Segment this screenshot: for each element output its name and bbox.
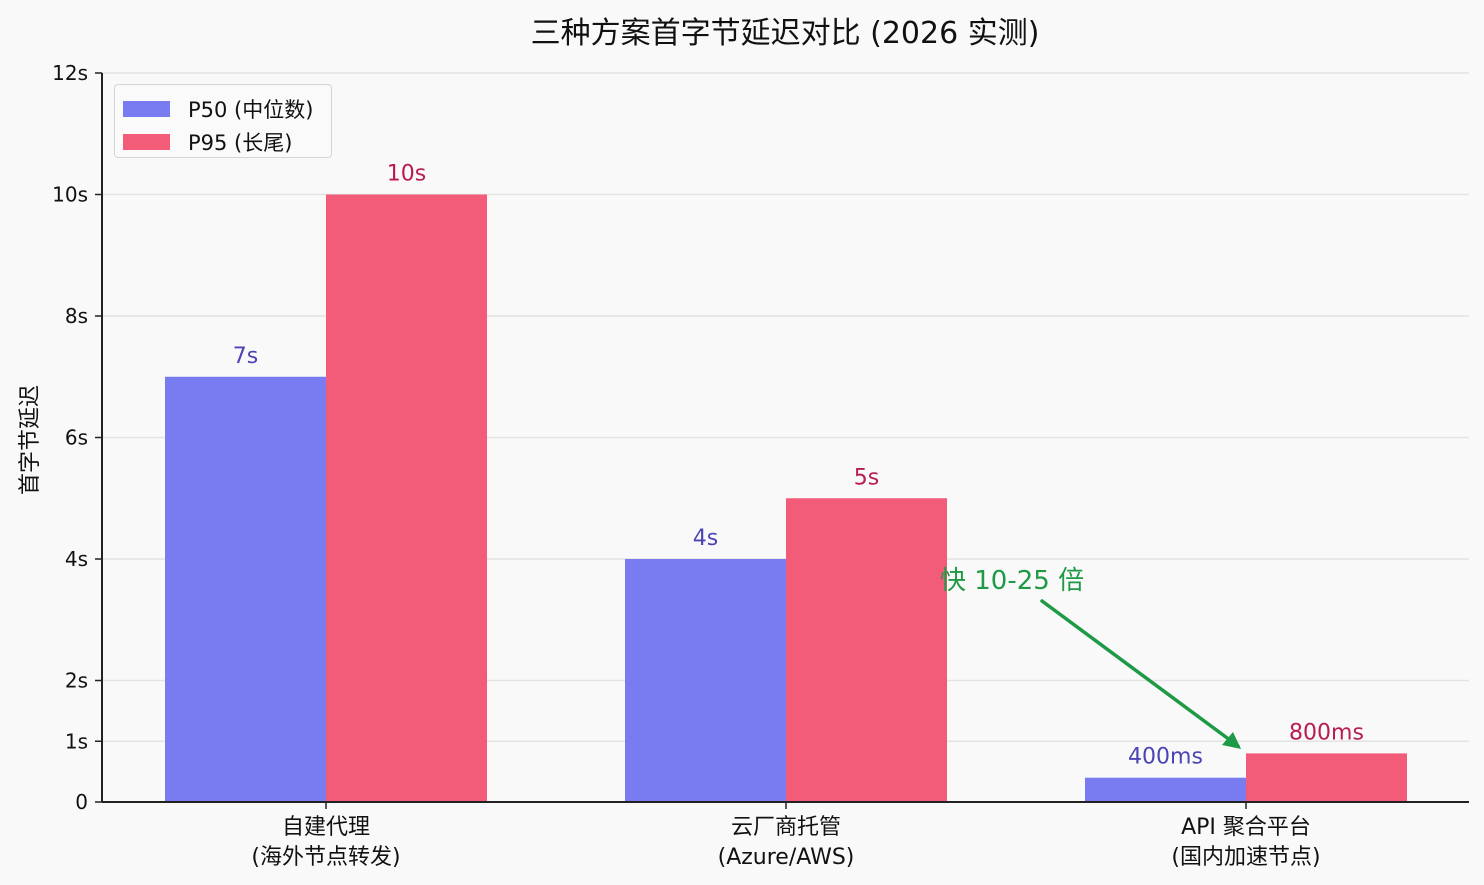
bar-value-label: 10s: [387, 162, 426, 187]
y-tick-label: 1s: [65, 729, 88, 753]
value-labels: 7s 4s 400ms 10s 5s 800ms: [233, 162, 1364, 770]
legend-label-p95: P95 (长尾): [188, 131, 293, 155]
legend-item-p95: P95 (长尾): [123, 127, 292, 157]
legend-swatch-p95: [123, 134, 170, 150]
bar-value-label: 800ms: [1289, 720, 1364, 745]
bar-value-label: 400ms: [1128, 745, 1203, 770]
y-tick-label: 12s: [52, 61, 88, 85]
x-tick-label: 自建代理: [282, 815, 370, 840]
bar-value-label: 7s: [233, 344, 258, 369]
bar: [1085, 777, 1246, 802]
axes: 0 1s 2s 4s 6s 8s 10s 12s 自建代理 (海外节点转发) 云厂商托管 (Azure…: [52, 61, 1469, 870]
bar: [625, 559, 786, 802]
y-tick-label: 10s: [52, 183, 88, 207]
legend-swatch-p50: [123, 101, 170, 117]
chart-title: 三种方案首字节延迟对比 (2026 实测): [530, 16, 1040, 51]
bar-value-label: 4s: [693, 526, 718, 551]
y-tick-label: 2s: [65, 669, 88, 693]
bar-value-label: 5s: [854, 465, 879, 490]
bar: [326, 194, 487, 802]
x-tick-label: API 聚合平台: [1181, 815, 1311, 840]
x-tick-label: 云厂商托管: [731, 815, 841, 840]
bar: [165, 376, 326, 802]
arrow-icon: [1040, 599, 1240, 748]
legend-label-p50: P50 (中位数): [188, 98, 314, 122]
x-tick-label-sub: (Azure/AWS): [718, 845, 855, 870]
arrow-head-icon: [1222, 732, 1241, 749]
x-tick-label-sub: (海外节点转发): [251, 845, 400, 870]
legend-item-p50: P50 (中位数): [123, 94, 313, 124]
y-tick-label: 6s: [65, 426, 88, 450]
bar: [1246, 753, 1407, 802]
y-tick-label: 4s: [65, 547, 88, 571]
bars: [165, 194, 1407, 802]
y-tick-label: 8s: [65, 304, 88, 328]
annotation: 快 10-25 倍: [940, 566, 1241, 749]
speedup-annotation: 快 10-25 倍: [940, 566, 1084, 596]
x-tick-label-sub: (国内加速节点): [1171, 845, 1320, 870]
y-tick-label: 0: [75, 790, 88, 814]
legend: P50 (中位数) P95 (长尾): [114, 84, 332, 158]
bar: [786, 498, 947, 802]
